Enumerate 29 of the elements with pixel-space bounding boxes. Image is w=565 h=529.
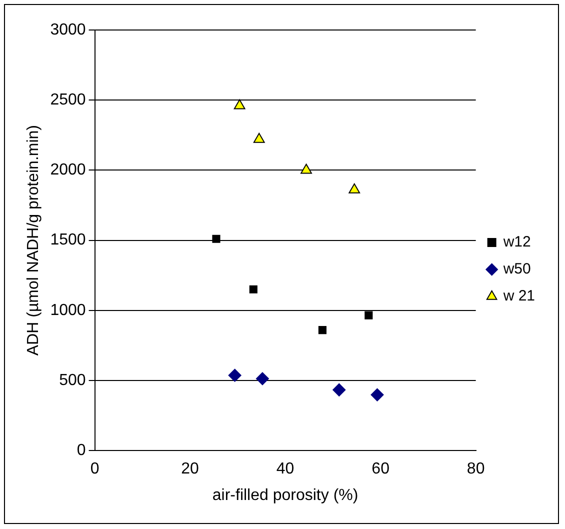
- point: [253, 132, 265, 143]
- y-tick-label: 1500: [50, 232, 86, 249]
- x-tick-label: 80: [466, 460, 485, 478]
- y-tick-label: 0: [76, 442, 86, 460]
- point: [300, 164, 312, 174]
- x-tick-label: 40: [276, 460, 294, 478]
- point: [332, 383, 346, 396]
- point: [249, 285, 258, 294]
- x-tick-label: 20: [181, 460, 200, 478]
- point: [228, 368, 242, 382]
- y-tick-label: 3000: [50, 21, 86, 38]
- point: [348, 183, 360, 194]
- point: [234, 99, 246, 110]
- y-tick-label: 2500: [50, 92, 86, 109]
- legend-label: w50: [502, 260, 531, 278]
- legend-label: w12: [502, 234, 531, 251]
- y-tick-label: 2000: [50, 162, 86, 179]
- y-axis-title: ADH (µmol NADH/g protein.min): [25, 124, 42, 356]
- point: [256, 372, 269, 386]
- point: [370, 388, 384, 402]
- point: [364, 311, 373, 320]
- y-tick-label: 1000: [50, 302, 86, 319]
- x-axis-title: air-filled porosity (%): [212, 486, 358, 504]
- x-tick-label: 0: [90, 460, 100, 478]
- y-tick-label: 500: [59, 372, 86, 389]
- point: [212, 234, 220, 243]
- point: [318, 326, 326, 334]
- legend-label: w 21: [502, 288, 536, 305]
- x-tick-label: 60: [372, 460, 390, 478]
